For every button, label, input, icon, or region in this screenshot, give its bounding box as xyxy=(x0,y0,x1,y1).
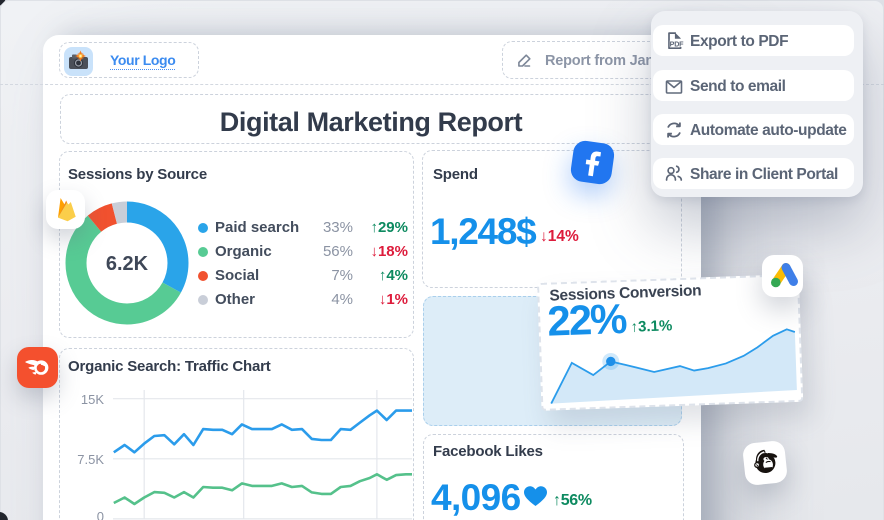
svg-text:PDF: PDF xyxy=(670,40,684,49)
svg-text:6.2K: 6.2K xyxy=(106,253,149,275)
